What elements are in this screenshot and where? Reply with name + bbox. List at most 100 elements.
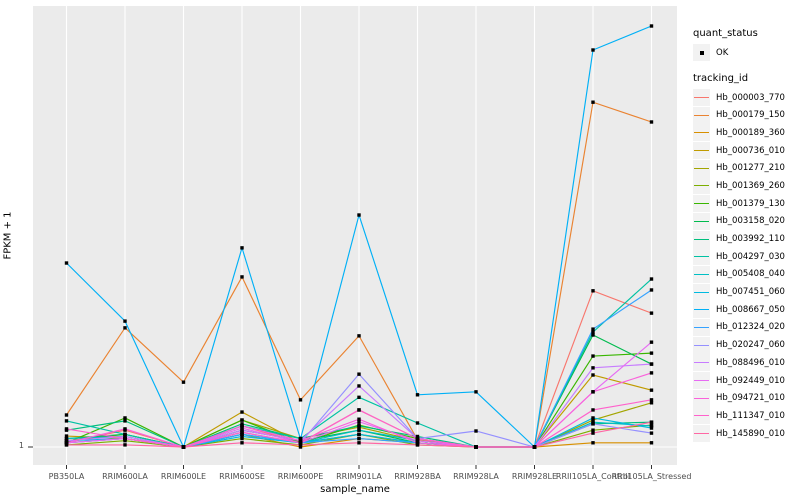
data-point-marker [298, 398, 303, 402]
data-point-marker [240, 246, 244, 250]
legend-line-swatch [694, 167, 709, 169]
legend-entry-Hb_008667_050: Hb_008667_050 [693, 301, 799, 319]
x-tick-label: RRIM901LA [336, 472, 382, 481]
data-point-marker [240, 426, 244, 430]
data-point-marker [357, 395, 361, 400]
legend-entry-Hb_094721_010: Hb_094721_010 [693, 389, 799, 407]
data-point-marker [123, 427, 127, 431]
legend-line-swatch [694, 291, 709, 293]
legend-entry-label: Hb_094721_010 [716, 393, 785, 404]
legend-entry-label: Hb_001379_130 [716, 198, 785, 209]
legend-entry-label: Hb_007451_060 [716, 287, 785, 298]
legend: quant_status OK tracking_id Hb_000003_77… [693, 28, 799, 443]
legend-line-swatch [694, 326, 709, 328]
data-point-marker [474, 445, 478, 449]
legend-entry-Hb_092449_010: Hb_092449_010 [693, 372, 799, 390]
data-point-marker [357, 213, 361, 217]
data-point-marker [240, 275, 244, 279]
y-tick-label: 1 [18, 441, 24, 450]
legend-entry-Hb_004297_030: Hb_004297_030 [693, 248, 799, 266]
data-point-marker [357, 428, 361, 432]
legend-key-box [693, 354, 710, 372]
legend-entry-label: Hb_145890_010 [716, 428, 785, 439]
data-point-marker [357, 384, 361, 388]
data-point-marker [298, 443, 303, 447]
data-point-marker [181, 445, 186, 449]
legend-entry-label: Hb_088496_010 [716, 357, 785, 368]
legend-entry-Hb_000179_150: Hb_000179_150 [693, 106, 799, 124]
legend-entry-label: Hb_000003_770 [716, 92, 785, 103]
legend-entry-label: Hb_012324_020 [716, 322, 785, 333]
data-point-marker [649, 401, 654, 405]
legend-entry-Hb_000736_010: Hb_000736_010 [693, 142, 799, 160]
legend-key-box [693, 159, 710, 177]
legend-key-box [693, 230, 710, 248]
legend-line-swatch [694, 433, 709, 435]
legend-key-box [693, 301, 710, 319]
data-point-marker [357, 432, 361, 437]
legend-key-box [693, 106, 710, 124]
data-point-marker [357, 441, 361, 445]
x-tick-label: RRIM600LA [102, 472, 148, 481]
data-point-marker [240, 432, 244, 437]
legend-entry-label: Hb_020247_060 [716, 340, 785, 351]
legend-key-box [693, 318, 710, 336]
legend-line-swatch [694, 203, 709, 205]
data-point-marker [123, 416, 127, 420]
data-point-marker [240, 430, 244, 434]
legend-entry-label: Hb_004297_030 [716, 251, 785, 262]
data-point-marker [591, 431, 595, 435]
legend-key-box [693, 44, 710, 62]
data-point-marker [415, 438, 420, 443]
x-tick-label: PB350LA [49, 472, 85, 481]
data-point-marker [415, 436, 420, 441]
legend-entry-label: Hb_003992_110 [716, 234, 785, 245]
legend-entry-label: Hb_111347_010 [716, 410, 785, 421]
data-point-marker [591, 422, 595, 426]
data-point-marker [64, 261, 69, 265]
data-point-marker [591, 441, 595, 445]
legend-entry-Hb_001369_260: Hb_001369_260 [693, 177, 799, 195]
data-point-marker [123, 326, 127, 330]
data-point-marker [357, 334, 361, 338]
legend-entry-label: Hb_001277_210 [716, 163, 785, 174]
data-point-marker [123, 438, 127, 443]
data-point-marker [357, 420, 361, 424]
legend-entry-label: Hb_000189_360 [716, 127, 785, 138]
x-tick-label: RRIM928BA [394, 472, 441, 481]
data-point-marker [649, 362, 654, 366]
data-point-marker [649, 288, 654, 292]
data-point-marker [240, 424, 244, 428]
legend-key-box [693, 195, 710, 213]
data-point-marker [649, 120, 654, 124]
data-point-marker [298, 441, 303, 445]
x-tick-label: RRIM928LA [453, 472, 499, 481]
x-tick-label: RRIM600LE [161, 472, 206, 481]
legend-entry-label: Hb_001369_260 [716, 180, 785, 191]
data-point-marker [591, 354, 595, 358]
legend-key-box [693, 425, 710, 443]
data-point-marker [357, 408, 361, 412]
legend-line-swatch [694, 362, 709, 364]
legend-entry-Hb_012324_020: Hb_012324_020 [693, 318, 799, 337]
data-point-marker [591, 373, 595, 377]
data-point-marker [649, 441, 654, 445]
data-point-marker [357, 417, 361, 421]
legend-line-swatch [694, 415, 709, 417]
data-point-marker [123, 432, 127, 437]
data-point-marker [591, 390, 595, 394]
legend-entry-Hb_005408_040: Hb_005408_040 [693, 265, 799, 284]
plot-panel [33, 6, 677, 465]
data-point-marker [240, 410, 244, 414]
legend-line-swatch [694, 344, 709, 346]
data-point-marker [591, 100, 595, 104]
legend-line-swatch [694, 397, 709, 399]
legend-key-box [693, 265, 710, 283]
data-point-marker [591, 428, 595, 432]
data-point-marker [123, 419, 127, 423]
x-tick-label: RRII105LA_Stressed [612, 472, 692, 481]
legend-entry-ok: OK [693, 44, 799, 62]
data-point-marker [357, 424, 361, 428]
